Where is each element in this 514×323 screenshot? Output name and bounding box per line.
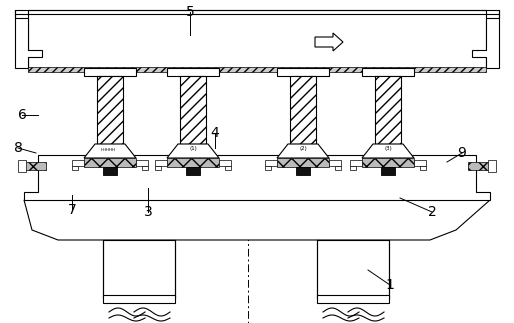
Bar [97, 76, 123, 144]
Bar [28, 67, 486, 72]
Bar [468, 162, 490, 170]
Text: HHHHH: HHHHH [101, 148, 116, 152]
Bar [219, 160, 231, 166]
Text: (2): (2) [299, 145, 307, 151]
Bar [488, 160, 496, 172]
Bar [103, 295, 175, 303]
Text: 2: 2 [428, 205, 436, 219]
Bar [18, 160, 26, 172]
Text: 6: 6 [17, 108, 26, 122]
Polygon shape [315, 33, 343, 51]
Polygon shape [24, 200, 490, 240]
Text: 8: 8 [13, 141, 23, 155]
Bar [84, 158, 136, 167]
Bar [362, 68, 414, 76]
Polygon shape [24, 155, 490, 200]
Bar [103, 167, 117, 175]
Bar [277, 158, 329, 167]
Bar [180, 76, 206, 144]
Bar [72, 166, 78, 170]
Text: 5: 5 [186, 5, 194, 19]
Bar [142, 166, 148, 170]
Bar [155, 160, 167, 166]
Bar [381, 167, 395, 175]
Text: 3: 3 [143, 205, 152, 219]
Bar [265, 166, 271, 170]
Polygon shape [472, 10, 499, 68]
Text: 9: 9 [457, 146, 466, 160]
Text: 7: 7 [68, 203, 77, 217]
Bar [103, 240, 175, 298]
Polygon shape [167, 144, 219, 158]
Bar [84, 68, 136, 76]
Polygon shape [362, 144, 414, 158]
Bar [28, 10, 486, 68]
Polygon shape [277, 144, 329, 158]
Bar [414, 160, 426, 166]
Text: 1: 1 [386, 278, 394, 292]
Bar [290, 76, 316, 144]
Polygon shape [15, 10, 42, 68]
Bar [350, 160, 362, 166]
Bar [265, 160, 277, 166]
Bar [375, 76, 401, 144]
Bar [362, 158, 414, 167]
Bar [317, 295, 389, 303]
Bar [350, 166, 356, 170]
Bar [277, 68, 329, 76]
Bar [317, 240, 389, 298]
Bar [329, 160, 341, 166]
Bar [296, 167, 310, 175]
Bar [155, 166, 161, 170]
Text: (1): (1) [189, 145, 197, 151]
Text: (3): (3) [384, 145, 392, 151]
Bar [167, 158, 219, 167]
Bar [335, 166, 341, 170]
Bar [225, 166, 231, 170]
Bar [186, 167, 200, 175]
Bar [167, 68, 219, 76]
Bar [136, 160, 148, 166]
Bar [72, 160, 84, 166]
Bar [24, 162, 46, 170]
Bar [420, 166, 426, 170]
Polygon shape [84, 144, 136, 158]
Text: 4: 4 [211, 126, 219, 140]
